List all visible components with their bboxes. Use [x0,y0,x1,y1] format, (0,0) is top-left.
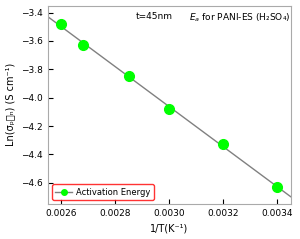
Text: $E_a$ for PANI-ES (H₂SO₄): $E_a$ for PANI-ES (H₂SO₄) [189,11,290,24]
X-axis label: 1/T(K⁻¹): 1/T(K⁻¹) [150,223,188,234]
Y-axis label: Ln(σₚ₝ₙ) (S cm⁻¹): Ln(σₚ₝ₙ) (S cm⁻¹) [6,63,16,147]
Text: t=45nm: t=45nm [135,11,172,21]
Legend: Activation Energy: Activation Energy [52,184,154,200]
